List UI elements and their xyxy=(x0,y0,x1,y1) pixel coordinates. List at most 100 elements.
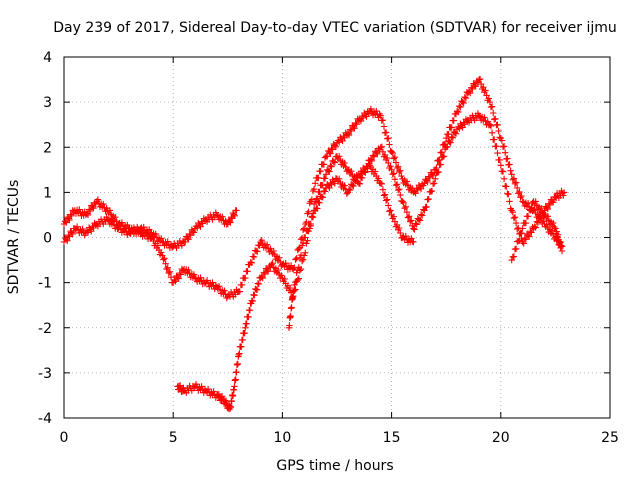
data-point-trace-b xyxy=(79,225,86,233)
data-point-trace-c xyxy=(245,313,252,321)
data-point-trace-c xyxy=(265,268,272,275)
data-point-trace-a xyxy=(160,256,167,263)
data-point-trace-c xyxy=(499,168,507,175)
data-point-trace-c xyxy=(400,199,407,206)
data-point-trace-a xyxy=(197,274,204,281)
data-point-trace-a xyxy=(290,265,297,273)
data-point-trace-a xyxy=(518,192,525,200)
data-point-trace-a xyxy=(508,171,515,178)
data-point-trace-c xyxy=(403,209,411,216)
data-point-trace-d xyxy=(314,205,321,212)
data-point-trace-c xyxy=(452,130,460,137)
data-point-trace-b xyxy=(230,211,238,218)
data-point-trace-c xyxy=(494,149,501,157)
data-point-trace-b xyxy=(227,219,234,226)
data-point-trace-b xyxy=(116,223,123,230)
data-point-trace-c xyxy=(241,330,248,337)
data-point-trace-a xyxy=(482,87,489,94)
data-point-trace-c xyxy=(514,225,521,233)
data-point-trace-b xyxy=(164,238,171,245)
data-point-trace-c xyxy=(395,186,402,194)
data-point-trace-a xyxy=(244,268,251,275)
data-point-trace-c xyxy=(520,240,527,247)
data-point-trace-c xyxy=(367,156,375,163)
data-point-trace-a xyxy=(512,179,520,186)
data-point-trace-c xyxy=(328,163,335,170)
data-point-trace-a xyxy=(177,271,184,278)
data-point-trace-c xyxy=(409,222,416,229)
data-point-trace-a xyxy=(166,268,174,275)
data-point-trace-c xyxy=(512,219,520,227)
data-point-trace-d xyxy=(292,279,299,286)
data-point-trace-a xyxy=(395,163,402,170)
y-tick-label: -1 xyxy=(38,276,52,292)
data-point-trace-a xyxy=(516,188,523,196)
data-point-trace-a xyxy=(312,180,319,187)
data-point-trace-a xyxy=(392,159,400,166)
data-point-trace-c xyxy=(493,143,500,150)
data-point-trace-a xyxy=(61,218,69,225)
data-point-trace-c xyxy=(407,218,414,225)
data-point-trace-a xyxy=(468,84,475,91)
data-point-trace-c xyxy=(548,197,556,205)
data-point-trace-d xyxy=(287,312,294,320)
x-tick-label: 5 xyxy=(169,430,178,446)
data-point-trace-a xyxy=(292,256,299,263)
data-point-trace-d xyxy=(304,227,311,234)
data-point-trace-c xyxy=(242,324,249,331)
data-point-trace-c xyxy=(281,275,288,283)
data-point-trace-c xyxy=(253,286,261,293)
data-point-trace-c xyxy=(503,183,510,190)
data-point-trace-a xyxy=(351,125,358,132)
data-point-trace-a xyxy=(305,208,312,215)
data-point-trace-a xyxy=(63,219,70,226)
y-tick-label: 2 xyxy=(43,140,52,156)
data-point-trace-b xyxy=(146,226,153,233)
data-point-trace-c xyxy=(560,189,568,196)
data-point-trace-a xyxy=(456,103,463,110)
data-point-trace-c xyxy=(255,280,262,288)
data-point-trace-e xyxy=(510,253,518,260)
data-point-trace-c xyxy=(218,393,226,400)
data-point-trace-b xyxy=(233,207,240,214)
data-point-trace-b xyxy=(65,232,72,239)
data-point-trace-c xyxy=(446,138,453,145)
data-point-trace-a xyxy=(87,207,94,215)
data-point-trace-b xyxy=(104,216,111,223)
data-point-trace-c xyxy=(341,159,348,167)
data-point-trace-d xyxy=(352,177,359,185)
data-point-trace-a xyxy=(488,103,496,110)
data-point-trace-c xyxy=(228,398,235,405)
axes: 0 5 10 15 20 25 -4 -3 -2 -1 0 1 2 3 4 xyxy=(38,50,619,446)
data-point-trace-a xyxy=(515,190,522,197)
data-point-trace-a xyxy=(504,155,511,162)
data-point-trace-c xyxy=(488,129,496,136)
data-point-trace-c xyxy=(384,154,391,162)
data-point-trace-c xyxy=(431,180,438,187)
data-point-trace-a xyxy=(68,212,75,219)
data-point-trace-c xyxy=(421,207,428,214)
data-point-trace-c xyxy=(497,162,504,169)
data-point-trace-d xyxy=(286,322,293,329)
data-point-trace-e xyxy=(519,225,526,232)
data-point-trace-a xyxy=(326,149,333,156)
data-point-trace-a xyxy=(242,274,249,282)
x-tick-label: 10 xyxy=(273,430,291,446)
data-point-trace-b xyxy=(126,229,133,237)
data-point-trace-b xyxy=(68,229,75,236)
data-point-trace-a xyxy=(390,155,397,162)
data-point-trace-a xyxy=(295,245,302,252)
data-point-trace-a xyxy=(348,127,355,135)
data-point-trace-c xyxy=(227,404,235,411)
data-point-trace-c xyxy=(546,201,554,209)
data-point-trace-a xyxy=(509,176,516,183)
data-point-trace-a xyxy=(510,175,518,182)
data-point-trace-a xyxy=(388,148,395,155)
data-point-trace-a xyxy=(328,145,335,152)
data-point-trace-a xyxy=(92,200,99,208)
data-point-trace-c xyxy=(425,195,432,203)
data-point-trace-a xyxy=(317,168,324,175)
data-point-trace-a xyxy=(275,254,283,261)
data-point-trace-a xyxy=(453,108,461,115)
